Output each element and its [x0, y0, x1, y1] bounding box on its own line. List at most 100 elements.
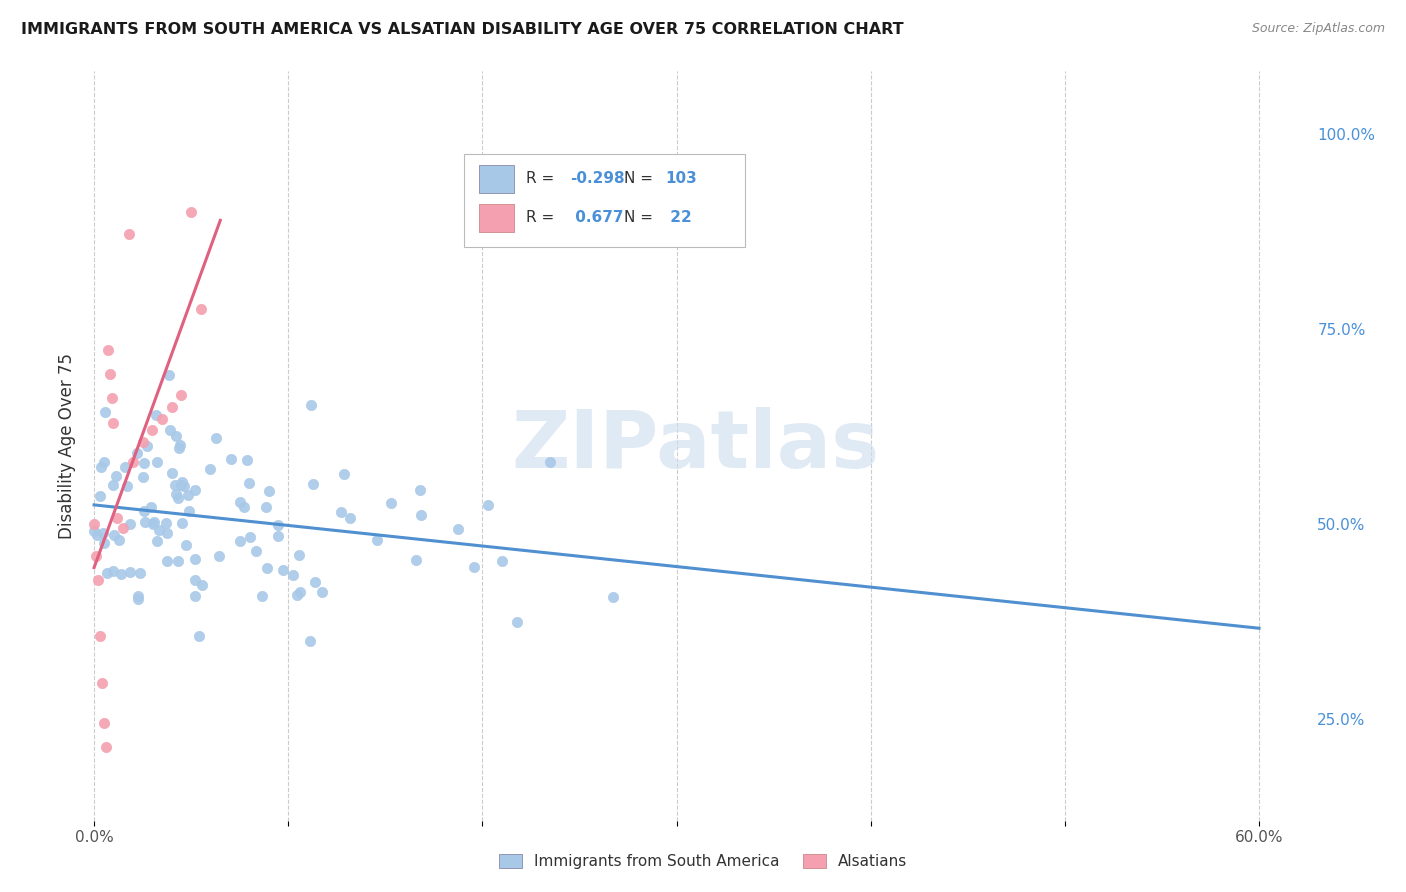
Point [94, 740, 117, 755]
Point [169, 438, 191, 452]
Point [170, 477, 193, 491]
Point [228, 495, 250, 509]
Point [120, 565, 142, 579]
Point [143, 515, 166, 529]
Point [180, 205, 202, 219]
Point [127, 591, 149, 606]
Point [170, 388, 193, 402]
Point [409, 483, 432, 498]
Point [156, 526, 179, 541]
Point [105, 510, 128, 524]
Point [174, 538, 197, 552]
Point [101, 564, 124, 578]
Text: IMMIGRANTS FROM SOUTH AMERICA VS ALSATIAN DISABILITY AGE OVER 75 CORRELATION CHA: IMMIGRANTS FROM SOUTH AMERICA VS ALSATIA… [21, 22, 904, 37]
Point [271, 563, 294, 577]
Point [142, 516, 165, 531]
Point [134, 504, 156, 518]
Point [267, 517, 290, 532]
Point [146, 534, 169, 549]
Point [165, 487, 187, 501]
Text: Source: ZipAtlas.com: Source: ZipAtlas.com [1251, 22, 1385, 36]
Point [167, 442, 190, 456]
Point [93, 536, 115, 550]
Point [170, 475, 193, 489]
Point [93, 455, 115, 469]
Point [245, 543, 267, 558]
Point [84, 549, 107, 563]
Point [156, 554, 179, 568]
Point [239, 530, 262, 544]
Point [409, 508, 432, 522]
Point [96, 566, 118, 581]
Point [205, 431, 228, 445]
Text: ZIPatlas: ZIPatlas [512, 407, 880, 485]
Point [287, 548, 309, 562]
Point [311, 584, 333, 599]
Point [183, 552, 205, 566]
Point [89, 489, 111, 503]
Point [103, 478, 125, 492]
Point [177, 504, 200, 518]
Point [134, 516, 156, 530]
Point [148, 523, 170, 537]
Point [238, 475, 260, 490]
Point [104, 468, 127, 483]
Point [166, 554, 188, 568]
Point [302, 476, 325, 491]
Point [160, 400, 183, 414]
Point [256, 561, 278, 575]
Point [114, 459, 136, 474]
Point [219, 452, 242, 467]
Point [107, 533, 129, 547]
Point [165, 429, 187, 443]
Point [162, 466, 184, 480]
Point [184, 483, 207, 497]
Point [380, 496, 402, 510]
Text: 0.677: 0.677 [569, 210, 623, 225]
Point [136, 439, 159, 453]
Point [145, 409, 167, 423]
Point [288, 584, 311, 599]
Bar [479, 165, 513, 194]
Point [83, 524, 105, 538]
Point [83, 517, 105, 532]
Point [257, 483, 280, 498]
Text: R =: R = [526, 210, 554, 225]
Point [91, 525, 114, 540]
Point [491, 554, 513, 568]
Point [134, 456, 156, 470]
Point [94, 405, 117, 419]
Point [236, 453, 259, 467]
Point [339, 510, 361, 524]
Point [506, 615, 529, 630]
Point [188, 629, 211, 643]
Point [131, 435, 153, 450]
Point [254, 500, 277, 514]
Point [299, 633, 322, 648]
Point [447, 522, 470, 536]
Point [97, 343, 120, 357]
Point [208, 549, 231, 563]
Point [87, 574, 110, 588]
Point [366, 533, 388, 548]
Point [163, 478, 186, 492]
Point [267, 529, 290, 543]
Text: 22: 22 [665, 210, 692, 225]
Point [157, 368, 180, 383]
Point [281, 567, 304, 582]
Point [477, 498, 499, 512]
Point [405, 552, 427, 566]
Point [103, 527, 125, 541]
Point [330, 505, 353, 519]
Point [122, 455, 145, 469]
Point [191, 577, 214, 591]
Point [90, 460, 112, 475]
Point [110, 566, 132, 581]
Point [250, 589, 273, 603]
Point [150, 411, 173, 425]
Bar [479, 204, 513, 233]
Point [233, 500, 256, 514]
Text: N =: N = [624, 171, 652, 186]
Point [155, 516, 177, 530]
Point [146, 455, 169, 469]
